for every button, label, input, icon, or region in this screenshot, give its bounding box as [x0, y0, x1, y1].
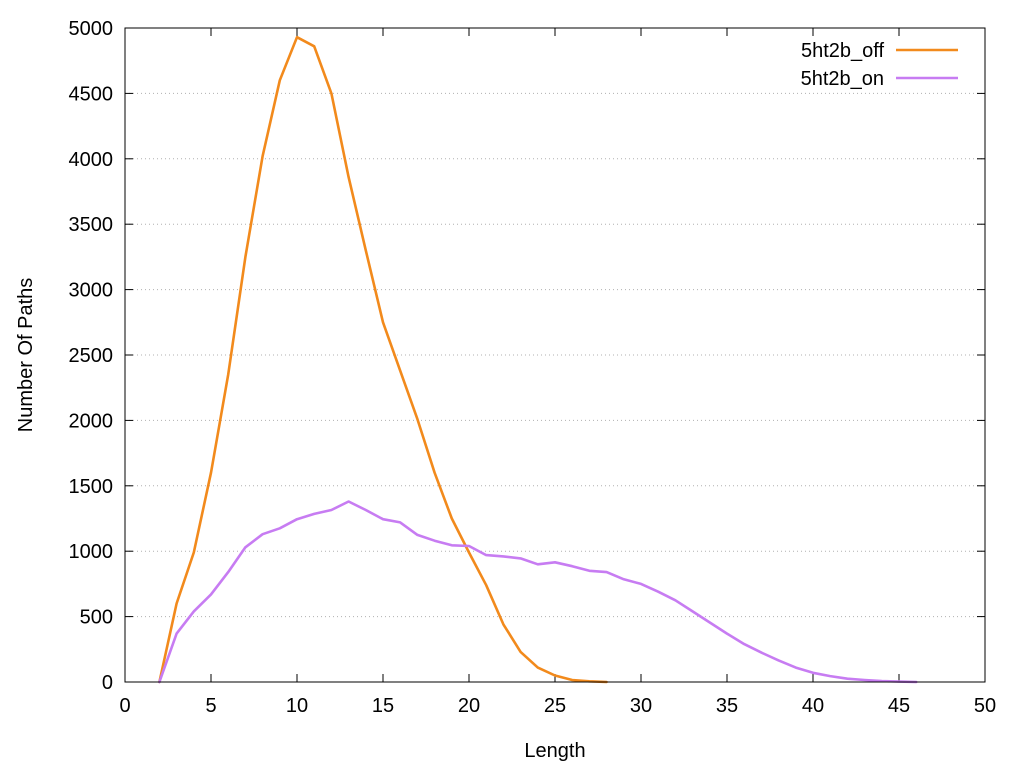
y-tick-label: 1500 [69, 476, 114, 498]
x-tick-label: 5 [205, 695, 216, 717]
y-tick-label: 4500 [69, 83, 114, 105]
tick-labels: 0500100015002000250030003500400045005000… [69, 18, 997, 717]
y-tick-label: 2000 [69, 410, 114, 432]
series-layer [158, 35, 918, 684]
series-line-5ht2b_off [158, 35, 608, 684]
x-tick-label: 45 [888, 695, 910, 717]
y-tick-label: 0 [102, 672, 113, 694]
x-tick-label: 50 [974, 695, 996, 717]
y-tick-label: 1000 [69, 541, 114, 563]
y-tick-label: 5000 [69, 18, 114, 40]
plot-frame [124, 27, 986, 683]
gridlines [125, 92, 985, 618]
y-tick-label: 500 [80, 607, 113, 629]
y-tick-label: 2500 [69, 345, 114, 367]
legend-label: 5ht2b_on [801, 68, 884, 90]
x-tick-label: 0 [119, 695, 130, 717]
series-line-5ht2b_on [158, 500, 918, 684]
legend-label: 5ht2b_off [801, 40, 884, 62]
x-axis-label: Length [524, 740, 585, 762]
y-tick-label: 3000 [69, 280, 114, 302]
y-tick-label: 4000 [69, 149, 114, 171]
x-tick-label: 30 [630, 695, 652, 717]
y-tick-label: 3500 [69, 214, 114, 236]
y-axis-label: Number Of Paths [15, 278, 37, 433]
x-tick-label: 35 [716, 695, 738, 717]
x-tick-label: 25 [544, 695, 566, 717]
x-tick-label: 40 [802, 695, 824, 717]
legend: 5ht2b_off 5ht2b_on [801, 40, 958, 90]
x-tick-label: 15 [372, 695, 394, 717]
x-tick-label: 10 [286, 695, 308, 717]
x-tick-label: 20 [458, 695, 480, 717]
